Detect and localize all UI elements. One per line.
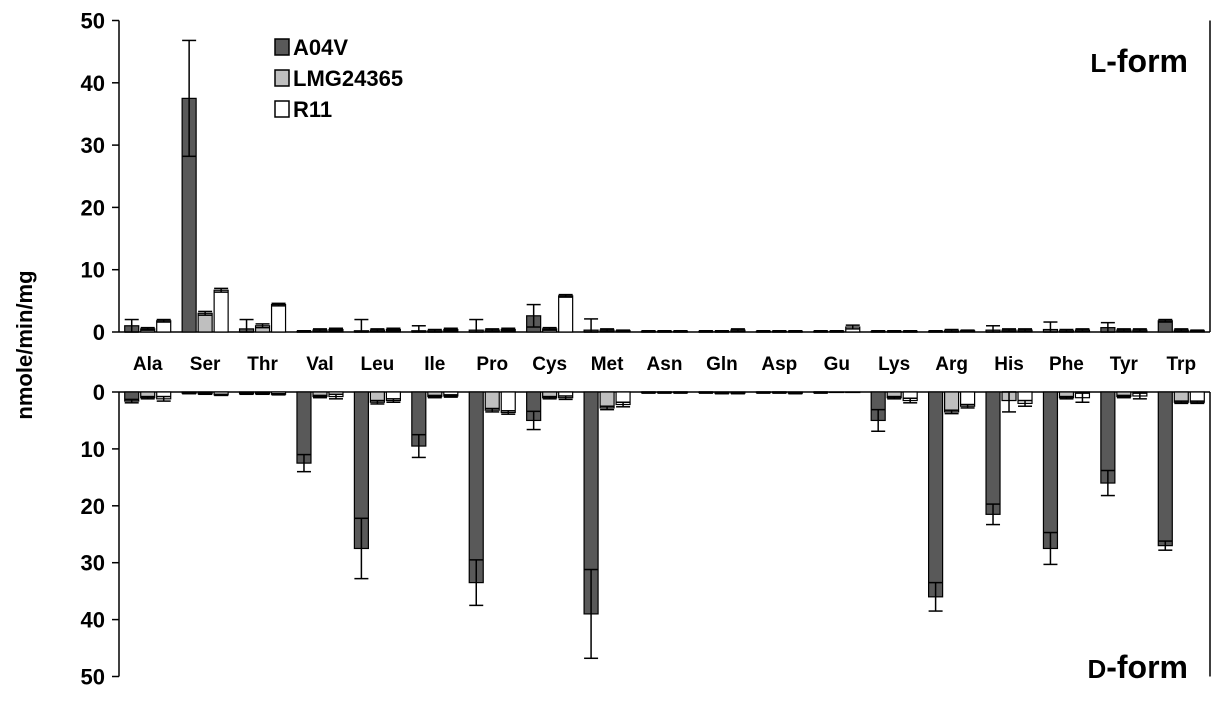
d-form-panel: 0 10 20 30 40 50 D-form bbox=[81, 380, 1211, 690]
category-label-lys: Lys bbox=[878, 354, 910, 375]
y-tick-label: 0 bbox=[93, 380, 105, 405]
category-label-gln: Gln bbox=[706, 354, 738, 375]
category-label-ala: Ala bbox=[133, 354, 163, 375]
y-tick-label: 50 bbox=[81, 9, 105, 34]
category-label-thr: Thr bbox=[247, 354, 278, 375]
y-tick-label: 0 bbox=[93, 320, 105, 345]
panel-label-suffix: -form bbox=[1106, 43, 1188, 79]
bar-a04v-trp bbox=[1157, 391, 1173, 547]
y-tick-label: 50 bbox=[81, 665, 105, 690]
category-label-tyr: Tyr bbox=[1110, 354, 1139, 375]
bar-r11-thr bbox=[270, 303, 287, 333]
category-label-asn: Asn bbox=[647, 354, 683, 375]
category-label-val: Val bbox=[306, 354, 333, 375]
y-tick-label: 10 bbox=[81, 258, 105, 283]
bar-a04v-his bbox=[985, 391, 1001, 515]
category-label-cys: Cys bbox=[532, 354, 567, 375]
bar-a04v-tyr bbox=[1100, 391, 1116, 484]
legend-label-a04v: A04V bbox=[293, 35, 348, 60]
bar-lmg24365-ser bbox=[197, 312, 213, 333]
bar-r11-ser bbox=[213, 289, 229, 333]
panel-label-prefix: L bbox=[1090, 48, 1106, 78]
legend-label-lmg24365: LMG24365 bbox=[293, 66, 403, 91]
category-label-phe: Phe bbox=[1049, 354, 1084, 375]
panel-label-suffix: -form bbox=[1106, 649, 1188, 685]
y-tick-label: 30 bbox=[81, 133, 105, 158]
l-form-panel: 0 10 20 30 40 50 L-form bbox=[81, 9, 1211, 345]
bar-a04v-arg bbox=[928, 391, 944, 598]
category-label-pro: Pro bbox=[476, 354, 508, 375]
category-label-trp: Trp bbox=[1167, 354, 1197, 375]
legend: A04V LMG24365 R11 bbox=[274, 35, 403, 122]
category-label-gu: Gu bbox=[824, 354, 850, 375]
y-tick-label: 30 bbox=[81, 551, 105, 576]
category-label-ile: Ile bbox=[424, 354, 445, 375]
y-tick-label: 40 bbox=[81, 71, 105, 96]
legend-swatch-a04v bbox=[274, 38, 290, 56]
bar-r11-cys bbox=[558, 295, 574, 333]
legend-label-r11: R11 bbox=[293, 97, 332, 122]
bar-lmg24365-arg bbox=[944, 391, 960, 413]
bar-a04v-phe bbox=[1042, 391, 1059, 550]
y-tick-label: 20 bbox=[81, 494, 105, 519]
y-tick-label: 20 bbox=[81, 195, 105, 220]
category-label-met: Met bbox=[591, 354, 624, 375]
panel-label: L-form bbox=[1090, 43, 1188, 79]
panel-label-prefix: D bbox=[1087, 654, 1106, 684]
legend-swatch-r11 bbox=[274, 100, 290, 118]
y-axis-label: nmole/min/mg bbox=[12, 270, 37, 419]
bar-r11-pro bbox=[500, 391, 516, 414]
bar-lmg24365-gu bbox=[829, 391, 845, 394]
bar-a04v-pro bbox=[468, 391, 484, 584]
bar-a04v-val bbox=[296, 391, 312, 464]
category-label-leu: Leu bbox=[361, 354, 395, 375]
category-label-his: His bbox=[994, 354, 1024, 375]
y-tick-label: 40 bbox=[81, 608, 105, 633]
category-label-asp: Asp bbox=[761, 354, 797, 375]
bar-lmg24365-pro bbox=[484, 391, 500, 411]
category-label-arg: Arg bbox=[935, 354, 968, 375]
panel-label: D-form bbox=[1087, 649, 1188, 685]
category-labels: Ala Ser Thr Val Leu Ile Pro Cys Met Asn Gln Asp Gu Ly… bbox=[133, 354, 1196, 375]
y-tick-label: 10 bbox=[81, 437, 105, 462]
bar-r11-gu bbox=[845, 391, 861, 394]
category-label-ser: Ser bbox=[190, 354, 221, 375]
legend-swatch-lmg24365 bbox=[274, 69, 290, 87]
